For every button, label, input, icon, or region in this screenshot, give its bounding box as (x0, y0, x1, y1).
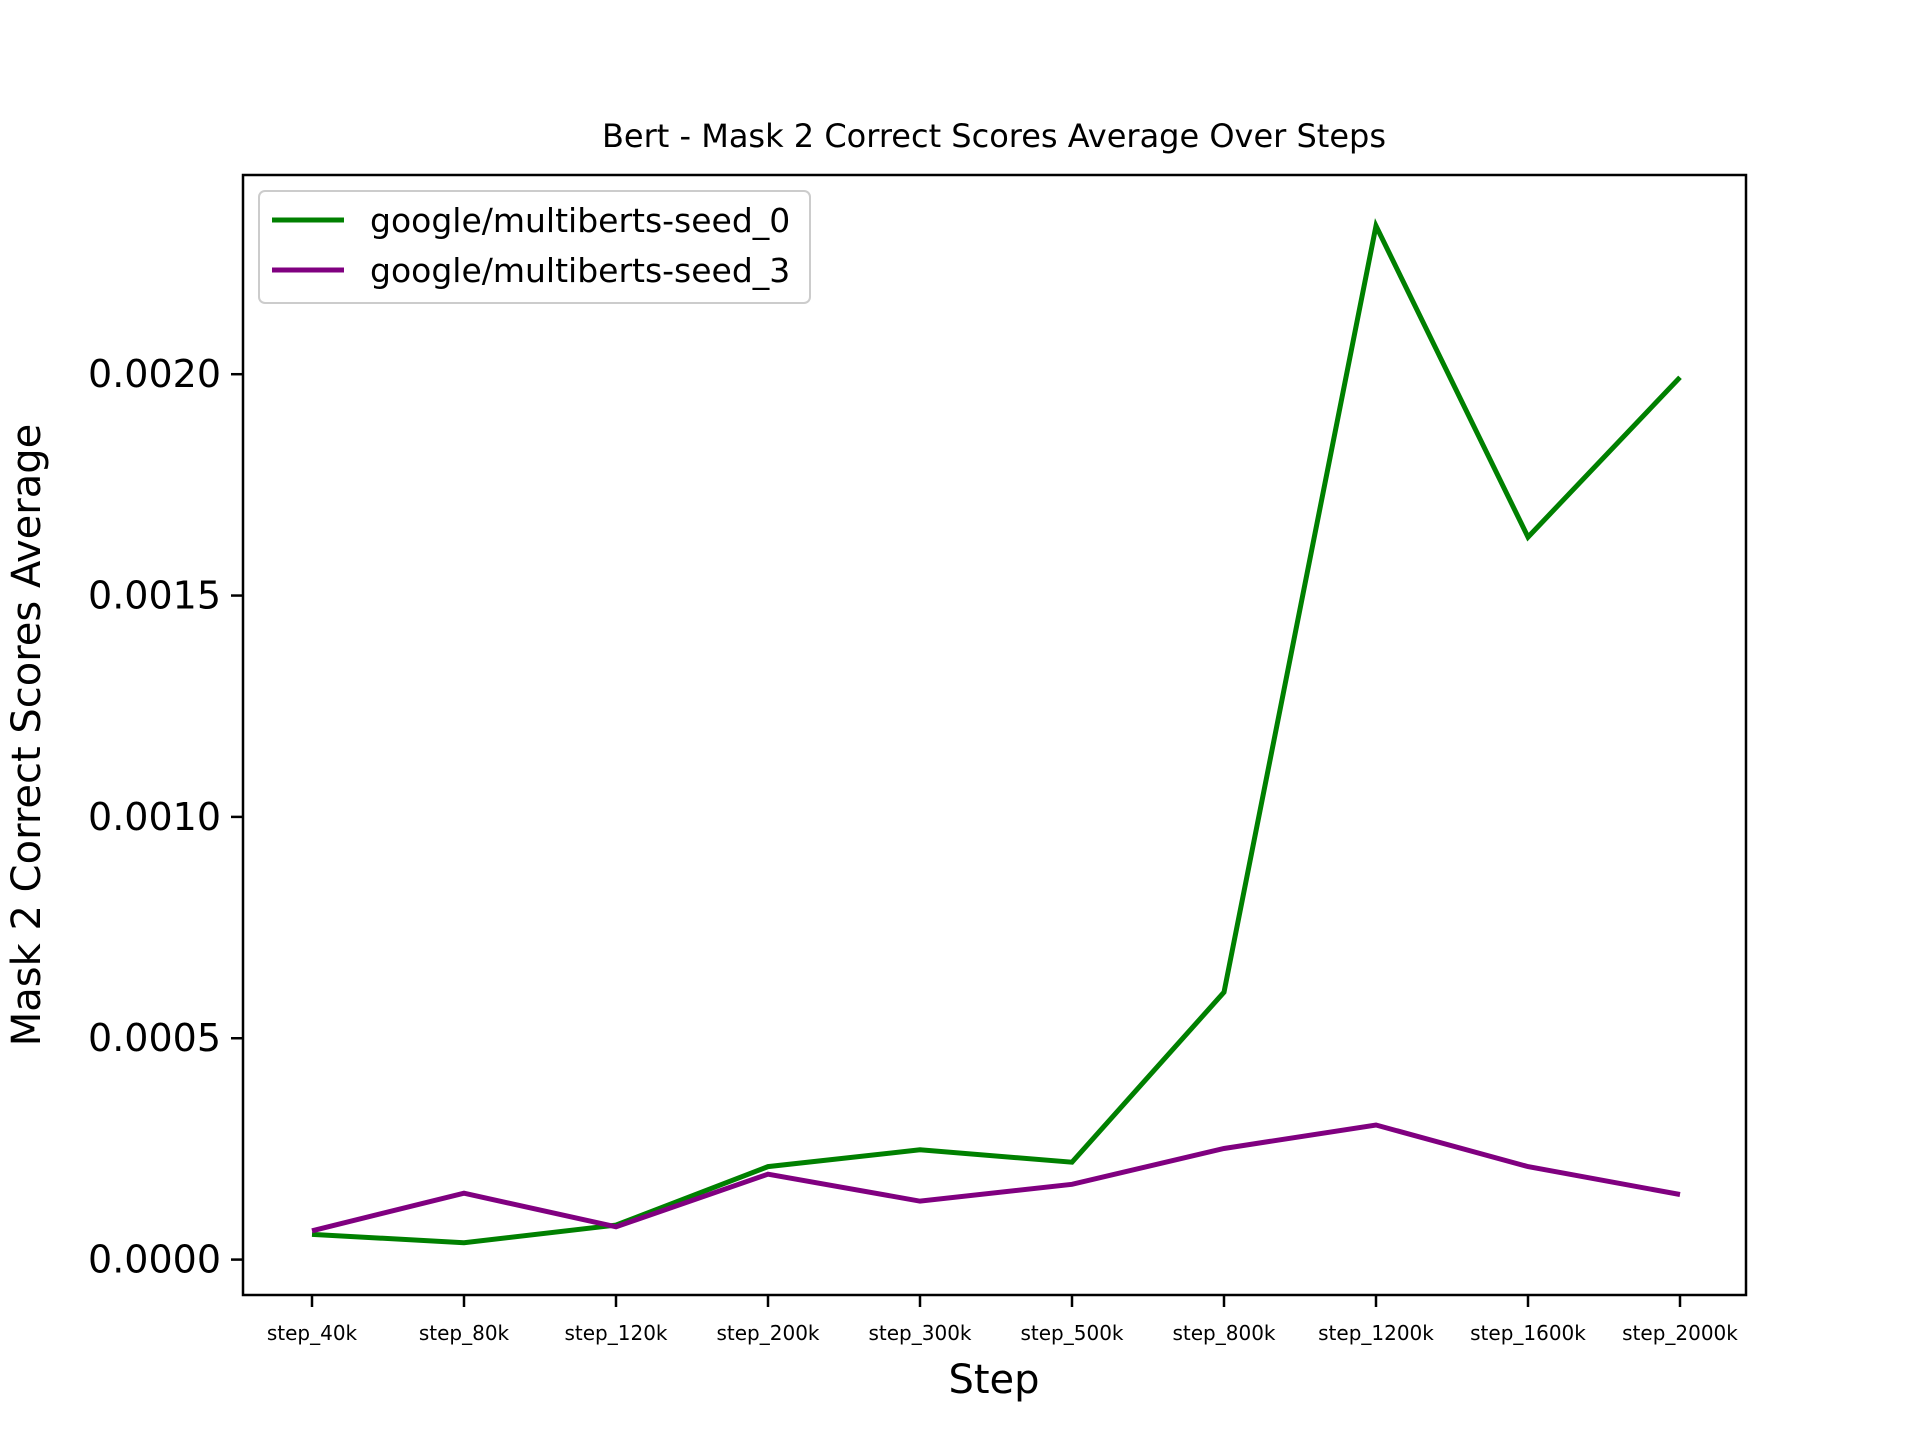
y-tick-label: 0.0020 (88, 352, 221, 396)
y-tick-label: 0.0000 (88, 1238, 221, 1282)
legend-box (258, 190, 811, 304)
y-axis-label: Mask 2 Correct Scores Average (4, 424, 50, 1046)
y-axis: 0.0000 0.0005 0.0010 0.0015 0.0020 (88, 352, 243, 1282)
x-tick-label: step_80k (419, 1321, 510, 1345)
y-tick-label: 0.0010 (88, 795, 221, 839)
x-tick-label: step_1600k (1470, 1321, 1586, 1345)
y-tick-label: 0.0005 (88, 1016, 221, 1060)
x-tick-label: step_2000k (1622, 1321, 1738, 1345)
x-tick-label: step_1200k (1318, 1321, 1434, 1345)
x-tick-label: step_40k (267, 1321, 358, 1345)
series-layer (311, 218, 1682, 1246)
legend-label-1: google/multiberts-seed_3 (370, 251, 790, 290)
x-axis: step_40k step_80k step_120k step_200k step_3… (267, 1295, 1738, 1345)
x-tick-label: step_200k (716, 1321, 819, 1345)
x-tick-label: step_120k (564, 1321, 667, 1345)
plot-area-frame (241, 173, 1748, 1297)
y-tick-label: 0.0015 (88, 574, 221, 618)
series-line-0 (311, 218, 1682, 1246)
x-axis-label: Step (948, 1357, 1039, 1403)
legend: google/multiberts-seed_0 google/multibert… (258, 190, 811, 304)
x-tick-label: step_800k (1172, 1321, 1275, 1345)
legend-label-0: google/multiberts-seed_0 (370, 201, 790, 240)
chart-title: Bert - Mask 2 Correct Scores Average Ove… (602, 117, 1386, 155)
x-tick-label: step_500k (1020, 1321, 1123, 1345)
x-tick-label: step_300k (868, 1321, 971, 1345)
series-line-1 (311, 1122, 1681, 1234)
